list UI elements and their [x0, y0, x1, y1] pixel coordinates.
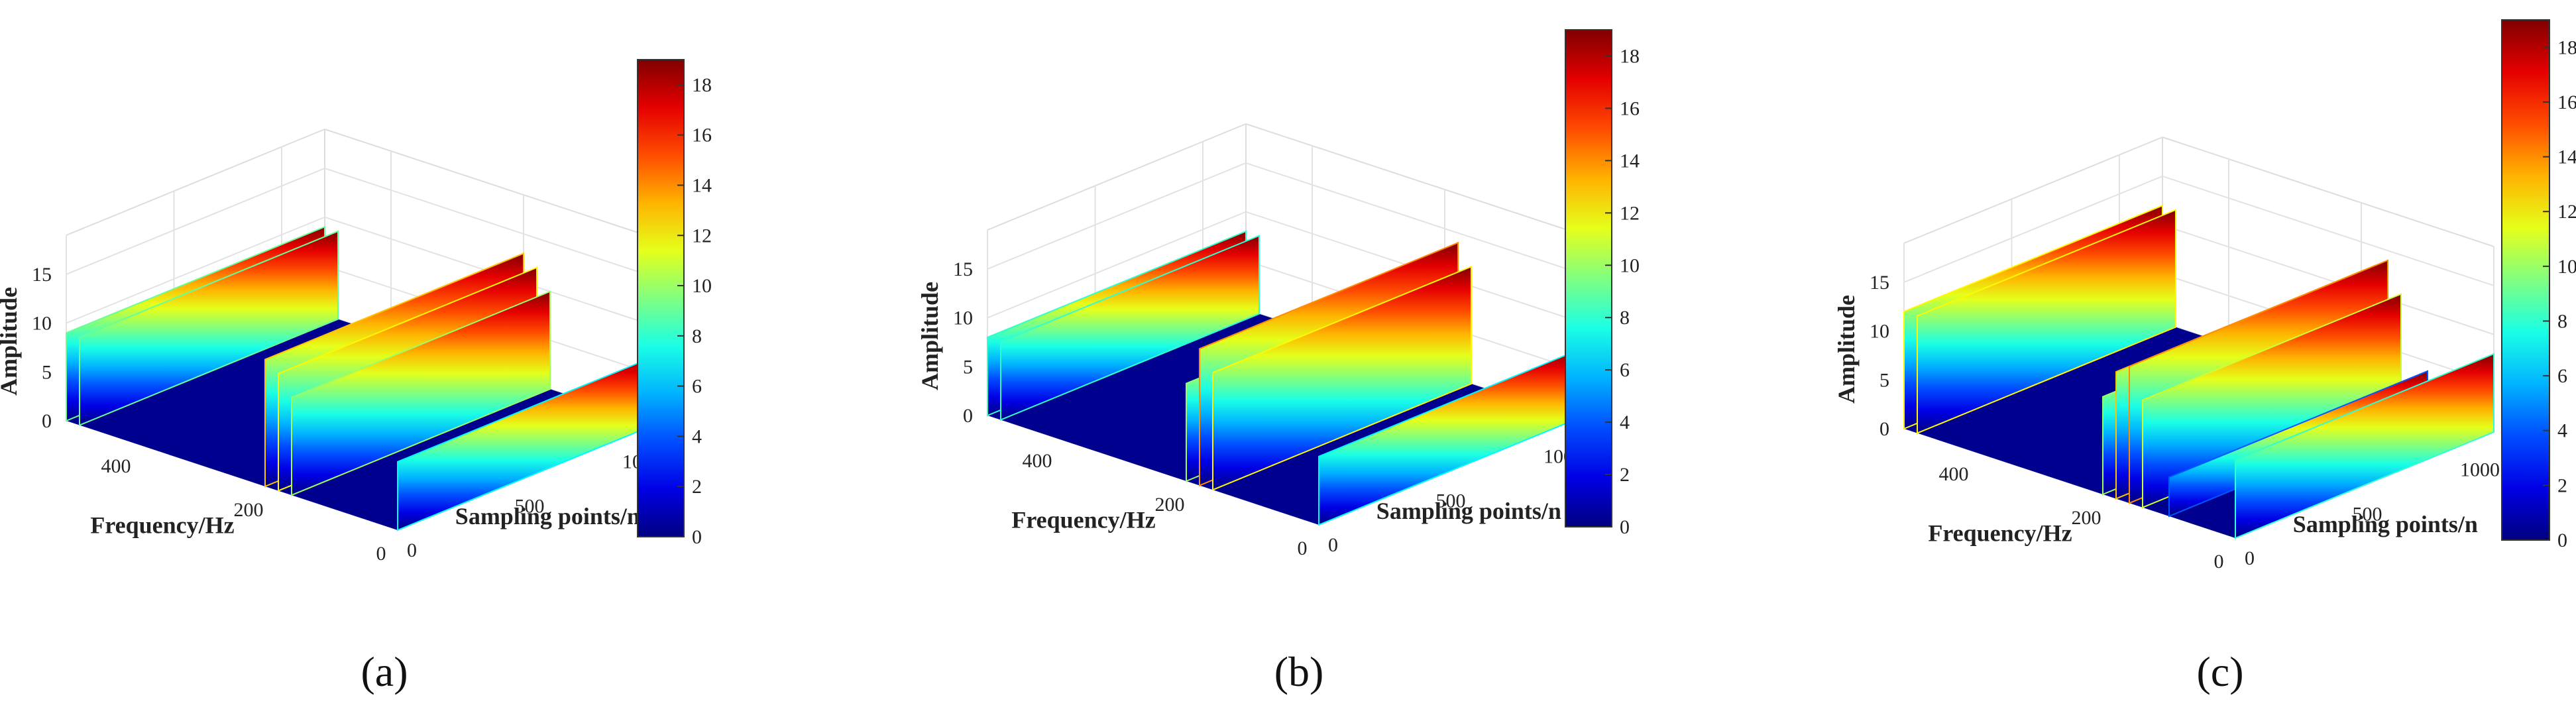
- x-axis-label: Frequency/Hz: [90, 512, 234, 538]
- y-axis-label: Sampling points/n: [1376, 498, 1561, 524]
- axis-edge: [1245, 123, 1578, 234]
- colorbar: [2501, 19, 2550, 541]
- y-tick-label: 500: [1436, 490, 1466, 512]
- colorbar-tick-label: 10: [2557, 256, 2576, 278]
- colorbar-tick-label: 12: [2557, 201, 2576, 223]
- x-tick-label: 400: [1023, 450, 1052, 472]
- axis-edge: [66, 129, 325, 236]
- z-tick-label: 10: [1870, 321, 1889, 343]
- colorbar-tick-label: 18: [2557, 36, 2576, 58]
- colorbar-tick-label: 18: [692, 74, 712, 96]
- colorbar-tick-label: 14: [2557, 146, 2576, 168]
- colorbar-tick-label: 16: [692, 125, 712, 146]
- x-tick-label: 400: [1939, 463, 1969, 485]
- x-axis-label: Frequency/Hz: [1928, 520, 2072, 546]
- axis-edge: [2162, 137, 2494, 247]
- z-axis-label: Amplitude: [917, 282, 943, 390]
- colorbar-tick-label: 10: [1620, 254, 1640, 276]
- panel-label: (c): [2196, 648, 2243, 695]
- x-tick-label: 0: [376, 543, 386, 565]
- colorbar-tick-label: 12: [1620, 202, 1640, 224]
- x-axis-label: Frequency/Hz: [1011, 506, 1155, 533]
- grid-line: [66, 167, 657, 278]
- colorbar: [1565, 29, 1612, 527]
- spectrum-wall: [1917, 209, 2176, 435]
- z-tick-label: 15: [953, 258, 973, 280]
- panel: 051015020040005001000AmplitudeFrequency/…: [0, 59, 712, 695]
- x-tick-label: 0: [2214, 551, 2224, 573]
- grid-line: [1903, 175, 2494, 286]
- colorbar-tick-label: 6: [692, 376, 702, 398]
- z-tick-label: 15: [32, 264, 52, 286]
- z-tick-label: 15: [1870, 272, 1889, 294]
- z-tick-label: 5: [963, 356, 973, 378]
- z-axis-label: Amplitude: [1833, 295, 1860, 404]
- y-tick-label: 0: [2245, 547, 2255, 569]
- colorbar-tick-label: 6: [2557, 365, 2567, 387]
- z-axis-label: Amplitude: [0, 287, 22, 396]
- axis-edge: [324, 129, 657, 239]
- x-tick-label: 200: [234, 499, 264, 521]
- colorbar-tick-label: 8: [2557, 310, 2567, 332]
- colorbar-tick-label: 14: [1620, 150, 1640, 172]
- colorbar-tick-label: 8: [692, 325, 702, 347]
- x-tick-label: 200: [1155, 494, 1185, 516]
- colorbar-tick-label: 0: [2557, 529, 2567, 551]
- grid-line: [66, 216, 657, 327]
- panel: 0 5 10 15 0 200 400 0 500 1000 Amplitude Frequency/…: [1833, 19, 2576, 695]
- spectrum-wall: [1212, 265, 1472, 491]
- x-tick-label: 200: [2072, 507, 2101, 529]
- z-tick-label: 10: [953, 307, 973, 329]
- z-tick-label: 0: [1879, 418, 1889, 440]
- spectrum-wall: [1000, 235, 1260, 421]
- colorbar-tick-label: 10: [692, 275, 712, 297]
- axis-edge: [987, 123, 1247, 231]
- colorbar-tick-label: 0: [692, 526, 702, 548]
- panel: 051015020040005001000AmplitudeFrequency/…: [917, 29, 1640, 695]
- colorbar-tick-label: 16: [1620, 97, 1640, 119]
- colorbar-tick-label: 2: [692, 476, 702, 498]
- panel-label: (b): [1274, 648, 1324, 695]
- colorbar-tick-label: 0: [1620, 516, 1630, 538]
- spectrum-wall: [291, 290, 551, 496]
- x-tick-label: 400: [101, 455, 131, 477]
- z-tick-label: 10: [32, 313, 52, 335]
- y-tick-label: 0: [1328, 534, 1338, 556]
- colorbar-tick-label: 4: [1620, 412, 1630, 433]
- colorbar-tick-label: 6: [1620, 359, 1630, 381]
- y-tick-label: 500: [2353, 503, 2382, 525]
- y-tick-label: 1000: [2460, 459, 2500, 481]
- colorbar-tick-label: 14: [692, 174, 712, 196]
- y-axis-label: Sampling points/n: [2293, 511, 2478, 537]
- y-axis-label: Sampling points/n: [455, 503, 640, 529]
- z-tick-label: 5: [42, 361, 52, 383]
- colorbar-tick-label: 4: [692, 425, 702, 447]
- spectrum-wall: [2235, 353, 2494, 539]
- colorbar: [637, 59, 685, 537]
- grid-line: [987, 162, 1578, 273]
- z-tick-label: 5: [1879, 369, 1889, 391]
- colorbar-tick-label: 16: [2557, 91, 2576, 113]
- colorbar-tick-label: 18: [1620, 45, 1640, 67]
- colorbar-tick-label: 8: [1620, 307, 1630, 329]
- colorbar-tick-label: 12: [692, 225, 712, 247]
- colorbar-tick-label: 2: [1620, 464, 1630, 486]
- spectrum-wall: [79, 230, 339, 427]
- panel-label: (a): [361, 648, 408, 695]
- x-tick-label: 0: [1298, 537, 1308, 559]
- y-tick-label: 500: [515, 495, 545, 517]
- z-tick-label: 0: [42, 410, 52, 432]
- y-tick-label: 0: [407, 539, 417, 561]
- z-tick-label: 0: [963, 405, 973, 427]
- colorbar-tick-label: 4: [2557, 420, 2567, 442]
- colorbar-tick-label: 2: [2557, 474, 2567, 496]
